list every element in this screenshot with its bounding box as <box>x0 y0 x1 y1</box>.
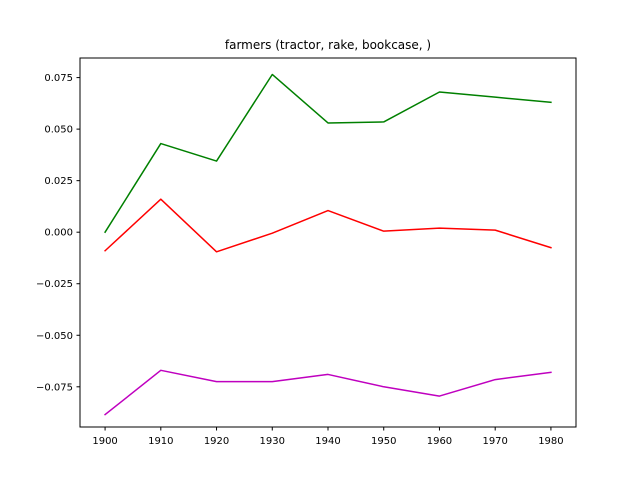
y-tick-label: −0.025 <box>36 279 73 290</box>
x-tick-label: 1920 <box>204 436 229 447</box>
series-line-1 <box>104 73 552 234</box>
y-tick-label: 0.000 <box>44 228 73 239</box>
chart-title: farmers (tractor, rake, bookcase, ) <box>225 38 431 52</box>
x-tick-label: 1950 <box>371 436 396 447</box>
series-layer <box>104 73 552 416</box>
series-line-2 <box>104 198 552 253</box>
y-tick-label: −0.075 <box>36 382 73 393</box>
y-tick-label: −0.050 <box>36 331 73 342</box>
x-tick-label: 1980 <box>538 436 563 447</box>
x-tick-label: 1960 <box>427 436 452 447</box>
y-tick-label: 0.050 <box>44 125 73 136</box>
x-tick-label: 1900 <box>92 436 117 447</box>
series-line-3 <box>104 369 552 416</box>
x-tick-label: 1970 <box>482 436 507 447</box>
y-axis: −0.075 −0.050 −0.025 0.000 0.025 0.050 0.075 <box>36 73 80 393</box>
plot-frame <box>79 57 577 428</box>
y-tick-label: 0.075 <box>44 73 73 84</box>
y-tick-label: 0.025 <box>44 176 73 187</box>
x-axis: 1900 1910 1920 1930 1940 1950 1960 1970 1980 <box>92 427 564 447</box>
x-tick-label: 1910 <box>148 436 173 447</box>
x-tick-label: 1940 <box>315 436 340 447</box>
x-tick-label: 1930 <box>260 436 285 447</box>
